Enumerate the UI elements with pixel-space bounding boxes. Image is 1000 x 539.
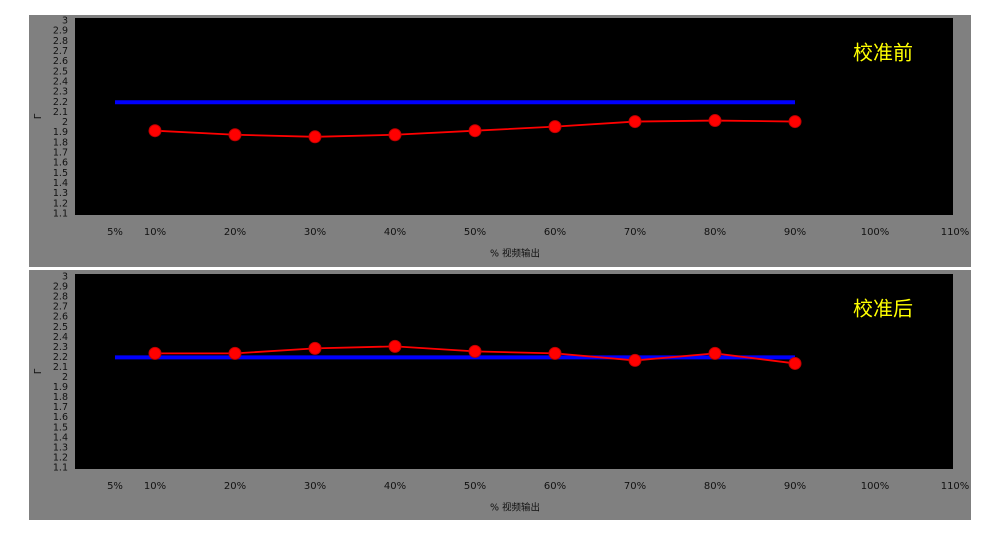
y-tick-label: 1.1 (53, 463, 68, 474)
x-tick-label: 70% (624, 227, 646, 238)
y-tick-label: 2.6 (53, 56, 68, 67)
x-tick-label: 110% (941, 227, 970, 238)
x-tick-label: 100% (861, 481, 890, 492)
x-tick-label: 50% (464, 227, 486, 238)
y-tick-label: 3 (62, 16, 68, 27)
x-axis-label: % 视频输出 (490, 248, 540, 260)
data-point (548, 120, 562, 134)
x-tick-label: 10% (144, 481, 166, 492)
y-tick-label: 2.4 (53, 76, 68, 87)
y-tick-label: 2.2 (53, 97, 68, 108)
x-tick-label: 20% (224, 481, 246, 492)
y-tick-label: 3 (62, 272, 68, 283)
y-tick-label: 2.1 (53, 362, 68, 373)
data-point (788, 356, 802, 370)
y-tick-label: 1.8 (53, 392, 68, 403)
x-tick-label: 90% (784, 227, 806, 238)
data-point (788, 115, 802, 129)
x-tick-label: 40% (384, 481, 406, 492)
x-tick-label: 5% (107, 227, 123, 238)
x-axis-label: % 视频输出 (490, 502, 540, 514)
y-axis-label: Γ (33, 368, 44, 374)
data-point (308, 130, 322, 144)
data-point (548, 346, 562, 360)
y-tick-label: 1.2 (53, 452, 68, 463)
x-tick-label: 110% (941, 481, 970, 492)
x-tick-label: 30% (304, 227, 326, 238)
y-tick-label: 2.7 (53, 302, 68, 313)
y-tick-label: 2 (62, 117, 68, 128)
y-tick-label: 2.5 (53, 66, 68, 77)
y-tick-label: 2.5 (53, 322, 68, 333)
x-tick-label: 20% (224, 227, 246, 238)
y-tick-label: 2.9 (53, 26, 68, 37)
y-tick-label: 1.3 (53, 442, 68, 453)
y-tick-label: 1.9 (53, 127, 68, 138)
y-tick-label: 2.2 (53, 352, 68, 363)
x-tick-label: 90% (784, 481, 806, 492)
y-tick-label: 1.5 (53, 168, 68, 179)
x-tick-label: 100% (861, 227, 890, 238)
y-tick-label: 1.5 (53, 422, 68, 433)
y-tick-label: 1.6 (53, 158, 68, 169)
y-tick-label: 2.9 (53, 282, 68, 293)
x-tick-label: 40% (384, 227, 406, 238)
y-tick-label: 1.2 (53, 198, 68, 209)
data-point (468, 344, 482, 358)
x-tick-label: 50% (464, 481, 486, 492)
data-point (228, 346, 242, 360)
x-tick-label: 80% (704, 227, 726, 238)
x-tick-label: 5% (107, 481, 123, 492)
y-tick-label: 1.4 (53, 178, 68, 189)
y-tick-label: 2.3 (53, 87, 68, 98)
y-tick-label: 1.7 (53, 148, 68, 159)
data-point (628, 353, 642, 367)
plot-area (75, 274, 953, 469)
data-point (708, 346, 722, 360)
y-tick-label: 2.4 (53, 332, 68, 343)
y-tick-label: 1.1 (53, 209, 68, 220)
plot-area (75, 18, 953, 215)
data-point (148, 346, 162, 360)
data-point (708, 114, 722, 128)
data-point (388, 128, 402, 142)
annotation: 校准前 (853, 41, 913, 65)
x-tick-label: 30% (304, 481, 326, 492)
y-tick-label: 2.6 (53, 312, 68, 323)
data-point (308, 341, 322, 355)
y-tick-label: 1.4 (53, 432, 68, 443)
data-point (468, 124, 482, 138)
data-point (228, 128, 242, 142)
y-tick-label: 2.8 (53, 36, 68, 47)
data-point (628, 115, 642, 129)
y-tick-label: 1.7 (53, 402, 68, 413)
y-tick-label: 1.6 (53, 412, 68, 423)
y-tick-label: 2.3 (53, 342, 68, 353)
y-tick-label: 2.1 (53, 107, 68, 118)
annotation: 校准后 (853, 297, 913, 321)
y-tick-label: 1.3 (53, 188, 68, 199)
y-tick-label: 1.9 (53, 382, 68, 393)
x-tick-label: 70% (624, 481, 646, 492)
x-tick-label: 10% (144, 227, 166, 238)
y-tick-label: 2 (62, 372, 68, 383)
x-tick-label: 60% (544, 481, 566, 492)
y-axis-label: Γ (33, 113, 44, 119)
y-tick-label: 2.8 (53, 292, 68, 303)
x-tick-label: 60% (544, 227, 566, 238)
data-point (148, 124, 162, 138)
y-tick-label: 2.7 (53, 46, 68, 57)
x-tick-label: 80% (704, 481, 726, 492)
y-tick-label: 1.8 (53, 137, 68, 148)
data-point (388, 339, 402, 353)
